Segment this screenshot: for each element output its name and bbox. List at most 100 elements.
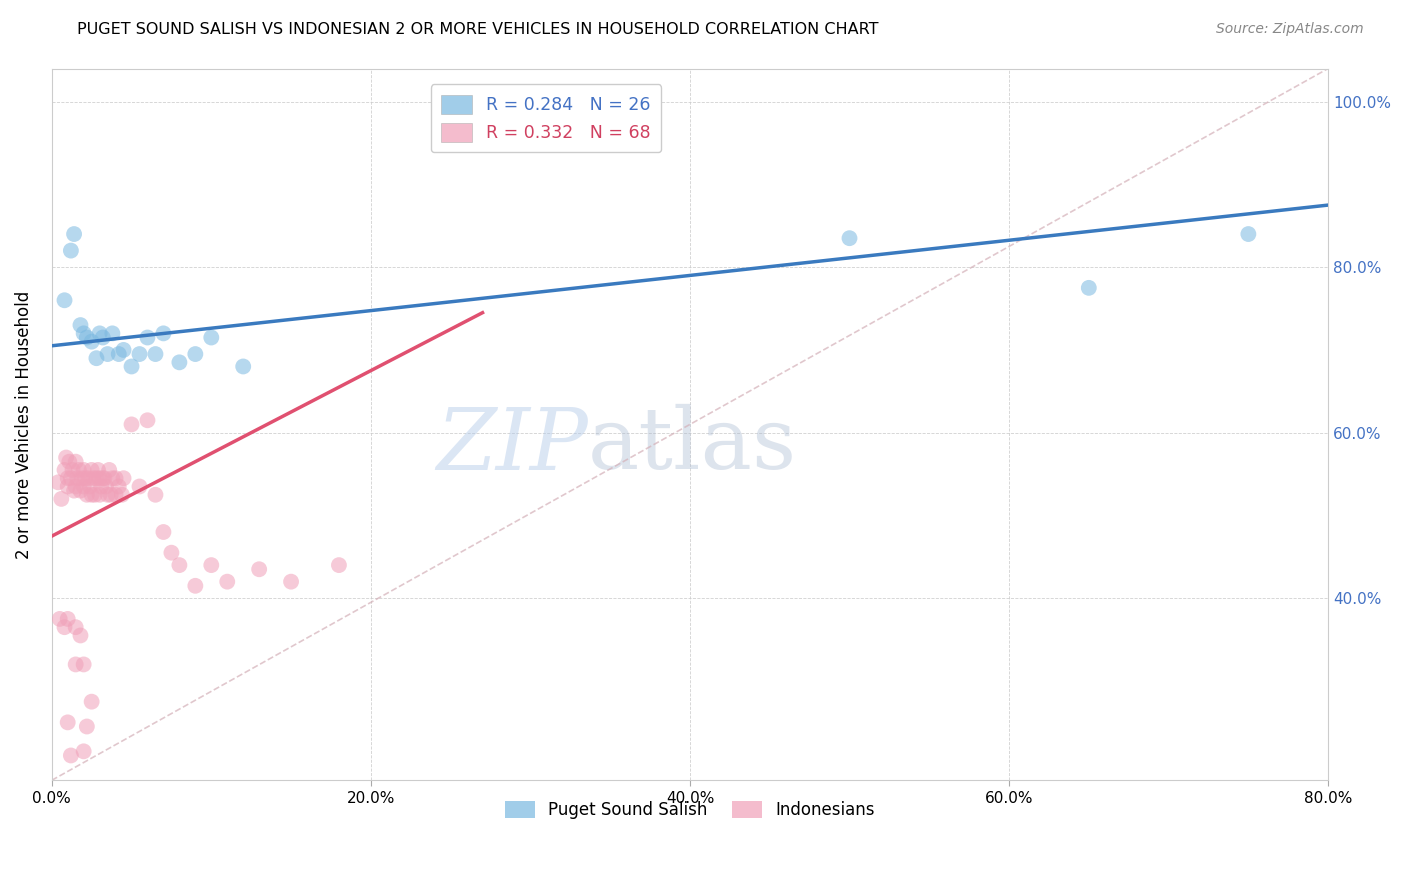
Point [66, 471, 89, 485]
Point [1077, 281, 1099, 295]
Point [112, 471, 135, 485]
Point [136, 330, 159, 344]
Point [79, 479, 101, 493]
Point [128, 479, 150, 493]
Point [86, 351, 108, 366]
Point [73, 463, 96, 477]
Point [121, 359, 143, 374]
Point [94, 479, 117, 493]
Point [80, 695, 103, 709]
Point [69, 628, 91, 642]
Point [128, 347, 150, 361]
Point [53, 463, 76, 477]
Point [55, 450, 77, 465]
Point [87, 463, 110, 477]
Point [152, 524, 174, 539]
Point [73, 657, 96, 672]
Point [90, 479, 112, 493]
Point [121, 417, 143, 432]
Point [73, 326, 96, 341]
Point [58, 455, 80, 469]
Point [145, 347, 167, 361]
Point [65, 455, 87, 469]
Point [247, 562, 270, 576]
Point [104, 471, 127, 485]
Point [76, 488, 98, 502]
Text: Source: ZipAtlas.com: Source: ZipAtlas.com [1216, 22, 1364, 37]
Point [100, 488, 122, 502]
Point [80, 488, 103, 502]
Y-axis label: 2 or more Vehicles in Household: 2 or more Vehicles in Household [15, 290, 32, 558]
Point [69, 483, 91, 498]
Legend: Puget Sound Salish, Indonesians: Puget Sound Salish, Indonesians [498, 794, 882, 825]
Point [160, 546, 183, 560]
Point [86, 471, 108, 485]
Point [107, 479, 129, 493]
Point [91, 471, 114, 485]
Point [89, 326, 111, 341]
Point [83, 488, 105, 502]
Point [280, 574, 302, 589]
Point [112, 343, 135, 357]
Point [152, 326, 174, 341]
Point [80, 463, 103, 477]
Point [107, 347, 129, 361]
Point [59, 748, 82, 763]
Point [56, 471, 79, 485]
Point [70, 471, 93, 485]
Point [53, 620, 76, 634]
Point [97, 347, 120, 361]
Point [232, 359, 254, 374]
Point [184, 579, 207, 593]
Point [217, 574, 239, 589]
Text: atlas: atlas [588, 404, 797, 487]
Point [111, 488, 134, 502]
Point [98, 463, 121, 477]
Point [75, 471, 97, 485]
Point [62, 463, 84, 477]
Point [67, 463, 90, 477]
Point [77, 471, 100, 485]
Point [73, 744, 96, 758]
Point [73, 479, 96, 493]
Point [200, 330, 222, 344]
Point [48, 612, 70, 626]
Point [80, 334, 103, 349]
Point [65, 620, 87, 634]
Point [91, 330, 114, 344]
Point [136, 413, 159, 427]
Point [328, 558, 350, 573]
Text: PUGET SOUND SALISH VS INDONESIAN 2 OR MORE VEHICLES IN HOUSEHOLD CORRELATION CHA: PUGET SOUND SALISH VS INDONESIAN 2 OR MO… [77, 22, 879, 37]
Point [46, 475, 69, 490]
Point [169, 558, 191, 573]
Point [56, 715, 79, 730]
Point [89, 471, 111, 485]
Point [200, 558, 222, 573]
Point [63, 483, 86, 498]
Point [59, 471, 82, 485]
Point [53, 293, 76, 308]
Point [59, 244, 82, 258]
Point [76, 330, 98, 344]
Point [63, 227, 86, 241]
Point [169, 355, 191, 369]
Point [101, 471, 124, 485]
Point [838, 231, 860, 245]
Point [145, 488, 167, 502]
Point [104, 488, 127, 502]
Point [93, 471, 115, 485]
Point [101, 326, 124, 341]
Point [89, 488, 111, 502]
Point [82, 471, 104, 485]
Point [69, 318, 91, 332]
Text: ZIP: ZIP [436, 404, 588, 487]
Point [56, 479, 79, 493]
Point [51, 491, 73, 506]
Point [97, 488, 120, 502]
Point [65, 657, 87, 672]
Point [56, 612, 79, 626]
Point [65, 479, 87, 493]
Point [1237, 227, 1260, 241]
Point [76, 719, 98, 733]
Point [184, 347, 207, 361]
